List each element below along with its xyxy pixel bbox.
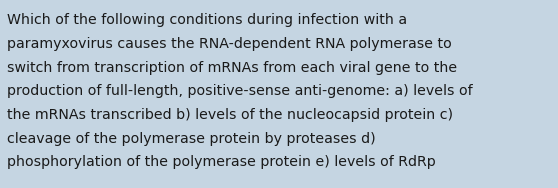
Text: Which of the following conditions during infection with a: Which of the following conditions during…	[7, 13, 407, 27]
Text: switch from transcription of mRNAs from each viral gene to the: switch from transcription of mRNAs from …	[7, 61, 458, 74]
Text: the mRNAs transcribed b) levels of the nucleocapsid protein c): the mRNAs transcribed b) levels of the n…	[7, 108, 453, 122]
Text: paramyxovirus causes the RNA-dependent RNA polymerase to: paramyxovirus causes the RNA-dependent R…	[7, 37, 452, 51]
Text: cleavage of the polymerase protein by proteases d): cleavage of the polymerase protein by pr…	[7, 132, 376, 146]
Text: production of full-length, positive-sense anti-genome: a) levels of: production of full-length, positive-sens…	[7, 84, 473, 98]
Text: phosphorylation of the polymerase protein e) levels of RdRp: phosphorylation of the polymerase protei…	[7, 155, 436, 169]
